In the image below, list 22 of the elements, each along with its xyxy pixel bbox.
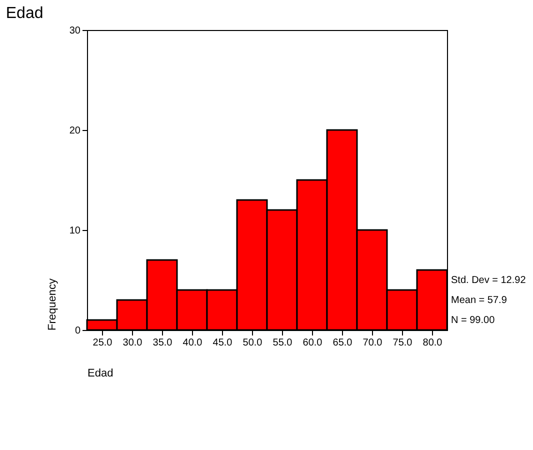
text: N = 99.00 [451, 315, 496, 326]
x-tick-label: 70.0 [362, 338, 383, 348]
y-axis-title: Frequency [46, 278, 58, 330]
y-tick-label: 0 [74, 326, 81, 336]
y-tick-label: 30 [69, 26, 81, 36]
y-tick-label: 10 [69, 226, 81, 236]
x-tick-label: 30.0 [122, 338, 143, 348]
x-tick-label: 40.0 [182, 338, 203, 348]
y-tick-label: 20 [69, 126, 81, 136]
x-tick-label: 80.0 [422, 338, 443, 348]
text: Mean = 57.9 [451, 295, 508, 306]
x-tick-label: 35.0 [152, 338, 173, 348]
x-axis-title: Edad [88, 368, 114, 380]
x-tick-label: 75.0 [392, 338, 413, 348]
x-tick-label: 65.0 [332, 338, 353, 348]
x-tick-label: 25.0 [92, 338, 113, 348]
x-tick-label: 55.0 [272, 338, 293, 348]
x-tick-label: 50.0 [242, 338, 263, 348]
text: Std. Dev = 12.92 [451, 275, 526, 286]
x-tick-label: 45.0 [212, 338, 233, 348]
chart-title: Edad [6, 5, 44, 22]
x-tick-label: 60.0 [302, 338, 323, 348]
